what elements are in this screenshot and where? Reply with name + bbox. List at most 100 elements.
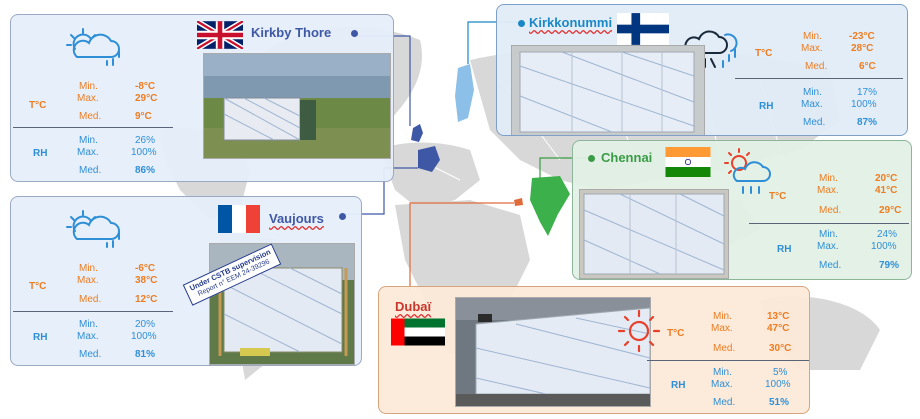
- dubai-connector: [409, 202, 514, 292]
- temp-label: T°C: [769, 191, 787, 202]
- rh-label: RH: [671, 380, 686, 391]
- t-min-value: -8°C: [135, 81, 156, 92]
- t-med-value: 9°C: [135, 111, 152, 122]
- rh-min-label: Min.: [819, 229, 838, 240]
- t-med-value: 12°C: [135, 294, 158, 305]
- connector-dot: [339, 213, 346, 220]
- rh-max-value: 100%: [765, 379, 791, 390]
- t-med-label: Med.: [819, 205, 842, 216]
- rh-min-label: Min.: [79, 319, 98, 330]
- t-max-label: Max.: [711, 323, 733, 334]
- rh-label: RH: [777, 244, 792, 255]
- rh-med-value: 51%: [769, 397, 790, 408]
- uk-flag: [197, 21, 243, 49]
- dubai-card: Dubaï T°C Min. 13°C Max. 47°C Med. 30°C …: [378, 286, 810, 414]
- divider: [735, 78, 903, 79]
- france-shape: [418, 146, 440, 172]
- t-med-label: Med.: [79, 294, 102, 305]
- kirkby-card: Kirkby Thore T°C Min. -8°C Max. 29°C Med…: [10, 14, 394, 182]
- t-max-label: Max.: [817, 185, 839, 196]
- rh-min-value: 20%: [135, 319, 156, 330]
- rh-max-value: 100%: [871, 241, 897, 252]
- t-med-value: 30°C: [769, 343, 792, 354]
- t-min-value: 13°C: [767, 311, 790, 322]
- india-flag: [665, 147, 711, 177]
- t-max-value: 29°C: [135, 93, 158, 104]
- connector-dot: [351, 30, 358, 37]
- partly-cloudy-rain-icon: [66, 28, 120, 66]
- partly-cloudy-rain-icon: [66, 210, 120, 248]
- t-med-label: Med.: [805, 61, 828, 72]
- divider: [647, 360, 809, 361]
- rh-min-value: 5%: [773, 367, 788, 378]
- t-max-value: 41°C: [875, 185, 898, 196]
- rh-med-label: Med.: [713, 397, 736, 408]
- rh-max-value: 100%: [131, 331, 157, 342]
- t-max-label: Max.: [77, 275, 99, 286]
- uk-shape: [411, 124, 423, 142]
- divider: [13, 127, 173, 128]
- temp-label: T°C: [29, 281, 47, 292]
- vaujours-connector: [343, 167, 418, 215]
- rh-med-value: 87%: [857, 117, 878, 128]
- rh-label: RH: [759, 101, 774, 112]
- rh-max-label: Max.: [801, 99, 823, 110]
- india-shape: [530, 176, 570, 236]
- divider: [13, 311, 173, 312]
- sun-icon: [617, 309, 661, 353]
- site-photo: [511, 45, 705, 135]
- sun-rain-icon: [724, 148, 771, 194]
- rh-min-value: 24%: [877, 229, 898, 240]
- t-min-value: 20°C: [875, 173, 898, 184]
- uae-flag: [391, 318, 445, 346]
- finland-flag: [617, 13, 669, 45]
- t-med-value: 6°C: [859, 61, 876, 72]
- site-photo: [579, 189, 729, 279]
- rh-min-value: 26%: [135, 135, 156, 146]
- rh-max-label: Max.: [817, 241, 839, 252]
- t-min-label: Min.: [803, 31, 822, 42]
- rh-max-value: 100%: [131, 147, 157, 158]
- site-photo: [455, 297, 651, 407]
- rh-max-label: Max.: [77, 147, 99, 158]
- rh-med-label: Med.: [819, 260, 842, 271]
- rh-med-value: 81%: [135, 349, 156, 360]
- temp-label: T°C: [667, 328, 685, 339]
- t-med-label: Med.: [713, 343, 736, 354]
- kirkkonummi-card: Kirkkonummi T°C Min. -23°C Max. 28°C Med…: [496, 4, 908, 136]
- rh-label: RH: [33, 148, 48, 159]
- t-max-label: Max.: [801, 43, 823, 54]
- rh-min-value: 17%: [857, 87, 878, 98]
- t-min-value: -6°C: [135, 263, 156, 274]
- city-name: Dubaï: [395, 299, 432, 314]
- t-min-label: Min.: [79, 81, 98, 92]
- city-name: Kirkkonummi: [529, 15, 613, 30]
- t-med-label: Med.: [79, 111, 102, 122]
- rh-label: RH: [33, 332, 48, 343]
- t-med-value: 29°C: [879, 205, 902, 216]
- t-min-label: Min.: [713, 311, 732, 322]
- france-flag: [218, 205, 260, 233]
- t-max-value: 28°C: [851, 43, 874, 54]
- rh-med-value: 79%: [879, 260, 900, 271]
- t-max-label: Max.: [77, 93, 99, 104]
- city-name: Chennai: [601, 150, 653, 165]
- city-name: Vaujours: [269, 211, 324, 226]
- t-min-label: Min.: [79, 263, 98, 274]
- rh-med-label: Med.: [803, 117, 826, 128]
- t-min-value: -23°C: [849, 31, 875, 42]
- finland-shape: [455, 64, 474, 122]
- vaujours-card: Vaujours Under CSTB supervision Report n…: [10, 196, 362, 366]
- rh-max-value: 100%: [851, 99, 877, 110]
- rh-med-value: 86%: [135, 165, 156, 176]
- t-min-label: Min.: [819, 173, 838, 184]
- temp-label: T°C: [755, 48, 773, 59]
- rh-min-label: Min.: [79, 135, 98, 146]
- t-max-value: 38°C: [135, 275, 158, 286]
- city-name: Kirkby Thore: [251, 25, 332, 40]
- rh-max-label: Max.: [711, 379, 733, 390]
- site-photo: [203, 53, 391, 159]
- rh-max-label: Max.: [77, 331, 99, 342]
- rh-min-label: Min.: [803, 87, 822, 98]
- rh-med-label: Med.: [79, 349, 102, 360]
